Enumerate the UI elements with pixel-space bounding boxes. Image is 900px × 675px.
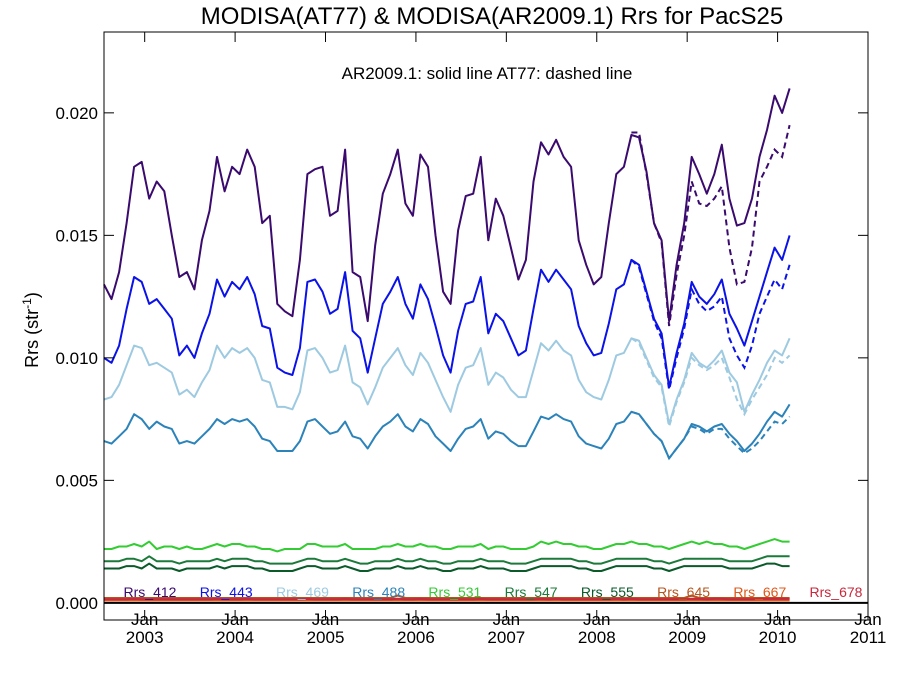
plot-frame (103, 31, 869, 621)
y-tick-label: 0.010 (55, 349, 98, 368)
x-tick-year-label: 2006 (397, 628, 435, 647)
line-style-note: AR2009.1: solid line AT77: dashed line (342, 64, 633, 83)
legend-item-rrs-443: Rrs_443 (200, 584, 253, 600)
series-line-rrs-443 (103, 235, 791, 389)
y-tick-label: 0.020 (55, 104, 98, 123)
y-axis-label-close: ) (22, 292, 42, 298)
dashed-series-line-rrs-443 (630, 259, 791, 390)
y-axis-label: Rrs (str-1) (20, 292, 42, 368)
x-tick-year-label: 2003 (126, 628, 164, 647)
x-tick-month-label: Jan (131, 610, 158, 629)
series-line-rrs-469 (103, 337, 791, 425)
x-tick-year-label: 2008 (578, 628, 616, 647)
legend-item-rrs-645: Rrs_645 (657, 584, 710, 600)
dashed-series-line-rrs-469 (630, 337, 791, 427)
series-line-rrs-555 (104, 562, 790, 572)
y-axis-label-main: Rrs (str (22, 309, 42, 368)
x-tick-month-label: Jan (673, 610, 700, 629)
x-tick-month-label: Jan (854, 610, 881, 629)
legend-item-rrs-555: Rrs_555 (581, 584, 634, 600)
series-line-rrs-531 (104, 538, 790, 553)
x-tick-month-label: Jan (221, 610, 248, 629)
axes: 0.0000.0050.0100.0150.020Jan2003Jan2004J… (55, 31, 887, 647)
legend-item-rrs-531: Rrs_531 (428, 584, 481, 600)
y-tick-label: 0.015 (55, 226, 98, 245)
y-tick-label: 0.000 (55, 594, 98, 613)
series-line-rrs-678 (104, 597, 790, 601)
x-tick-year-label: 2009 (668, 628, 706, 647)
legend-item-rrs-678: Rrs_678 (810, 584, 863, 600)
legend: Rrs_412 Rrs_443 Rrs_469 Rrs_488 Rrs_531 Rrs_5… (124, 584, 863, 600)
x-tick-year-label: 2007 (487, 628, 525, 647)
legend-item-rrs-412: Rrs_412 (124, 584, 177, 600)
x-tick-month-label: Jan (583, 610, 610, 629)
legend-item-rrs-547: Rrs_547 (505, 584, 558, 600)
x-tick-month-label: Jan (402, 610, 429, 629)
x-tick-month-label: Jan (764, 610, 791, 629)
y-tick-label: 0.005 (55, 471, 98, 490)
legend-item-rrs-488: Rrs_488 (352, 584, 405, 600)
x-tick-year-label: 2005 (307, 628, 345, 647)
x-tick-year-label: 2004 (216, 628, 254, 647)
dashed-series-line-rrs-488 (631, 410, 791, 461)
chart-title: MODISA(AT77) & MODISA(AR2009.1) Rrs for … (201, 3, 783, 30)
x-tick-year-label: 2010 (759, 628, 797, 647)
x-tick-year-label: 2011 (850, 628, 887, 647)
y-axis-label-sup: -1 (20, 298, 34, 309)
series-line-rrs-488 (103, 403, 791, 460)
dashed-series-line-rrs-412 (631, 124, 791, 327)
x-tick-month-label: Jan (312, 610, 339, 629)
plot-lines (103, 88, 868, 604)
series-line-rrs-412 (103, 88, 791, 323)
legend-item-rrs-667: Rrs_667 (733, 584, 786, 600)
x-tick-month-label: Jan (493, 610, 520, 629)
series-line-rrs-547 (104, 555, 790, 565)
legend-item-rrs-469: Rrs_469 (276, 584, 329, 600)
